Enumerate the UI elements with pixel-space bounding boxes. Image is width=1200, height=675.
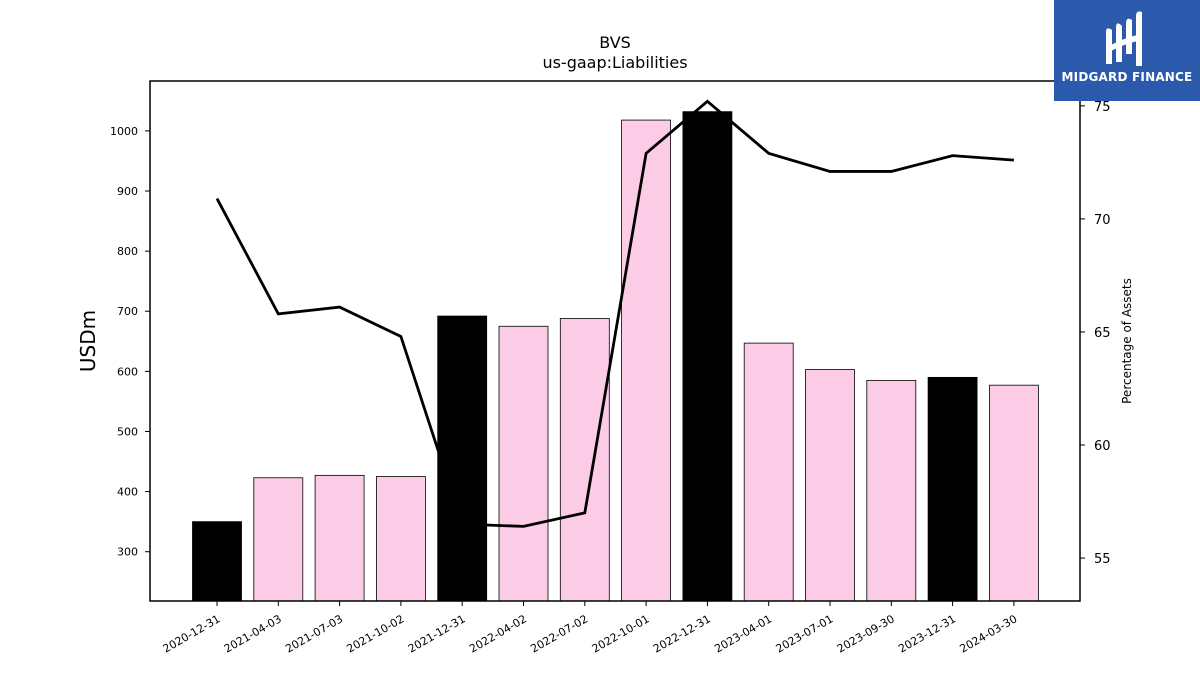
bar-2024-03-30: [989, 384, 1039, 602]
bar-2020-12-31: [192, 521, 242, 602]
bar-2023-07-01: [805, 369, 855, 602]
x-tick-label: 2024-03-30: [958, 612, 1020, 655]
bar-2021-07-03: [314, 474, 365, 602]
y-tick-label: 700: [117, 305, 138, 318]
bars-group: [192, 111, 1039, 602]
chart-title: BVS: [599, 33, 631, 52]
y-tick-label: 500: [117, 425, 138, 438]
logo-text: MIDGARD FINANCE: [1061, 70, 1193, 84]
y-tick-label: 900: [117, 185, 138, 198]
midgard-m-logo-icon: [1106, 11, 1142, 66]
y-tick-label: 1000: [110, 125, 138, 138]
plot-frame: [149, 80, 1081, 602]
y-tick-label: 300: [117, 546, 138, 559]
x-tick-label: 2021-10-02: [345, 612, 407, 655]
y2-tick-label: 70: [1094, 213, 1111, 228]
bar-2022-10-01: [621, 119, 671, 602]
y2-axis-label: Percentage of Assets: [1120, 278, 1134, 404]
y2-tick-label: 60: [1094, 439, 1111, 454]
y-tick-label: 800: [117, 245, 138, 258]
bar-2023-12-31: [927, 376, 978, 602]
x-tick-label: 2023-09-30: [835, 612, 897, 655]
x-tick-label: 2022-07-02: [528, 612, 590, 655]
y-axis-label: USDm: [76, 310, 100, 372]
bar-2021-04-03: [253, 477, 304, 602]
x-tick-label: 2021-12-31: [406, 612, 468, 655]
line-group: [215, 99, 1015, 528]
x-tick-label: 2023-07-01: [774, 612, 836, 655]
bar-2021-10-02: [375, 476, 426, 602]
x-tick-label: 2021-07-03: [283, 612, 345, 655]
chart-subtitle: us-gaap:Liabilities: [542, 53, 687, 72]
bar-2022-07-02: [559, 318, 610, 602]
bar-2022-04-02: [498, 325, 549, 602]
x-tick-label: 2022-04-02: [467, 612, 529, 655]
bar-2022-12-31: [682, 111, 733, 602]
x-tick-label: 2021-04-03: [222, 612, 284, 655]
y2-tick-label: 55: [1094, 552, 1111, 567]
x-tick-label: 2022-12-31: [651, 612, 713, 655]
bar-2023-04-01: [743, 342, 794, 602]
y2-tick-label: 65: [1094, 326, 1111, 341]
bar-2023-09-30: [866, 379, 917, 602]
x-tick-label: 2022-10-01: [590, 612, 652, 655]
x-tick-label: 2020-12-31: [161, 612, 223, 655]
x-tick-label: 2023-04-01: [712, 612, 774, 655]
bar-2021-12-31: [437, 315, 488, 602]
y2-tick-label: 75: [1094, 100, 1111, 115]
percentage-line: [215, 99, 1015, 528]
x-tick-label: 2023-12-31: [896, 612, 958, 655]
y-tick-label: 400: [117, 486, 138, 499]
midgard-finance-logo: MIDGARD FINANCE: [1054, 0, 1200, 101]
y-tick-label: 600: [117, 365, 138, 378]
